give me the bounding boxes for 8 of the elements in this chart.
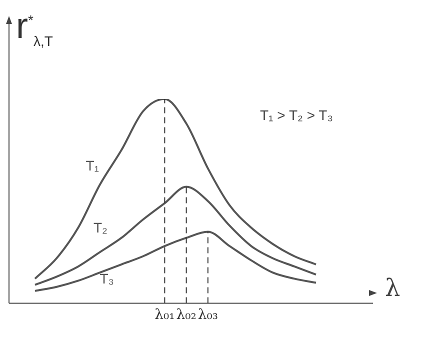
series-label: T₂: [93, 219, 108, 236]
x-tick-label: λ₀₃: [198, 307, 218, 324]
x-tick-label: λ₀₂: [176, 307, 196, 324]
x-tick-label: λ₀₁: [154, 307, 175, 324]
series-label: T₃: [100, 270, 114, 287]
series-label: T₁: [86, 157, 100, 174]
x-axis-title: λ: [385, 274, 400, 302]
annotation: T₁ > T₂ > T₃: [260, 107, 333, 123]
